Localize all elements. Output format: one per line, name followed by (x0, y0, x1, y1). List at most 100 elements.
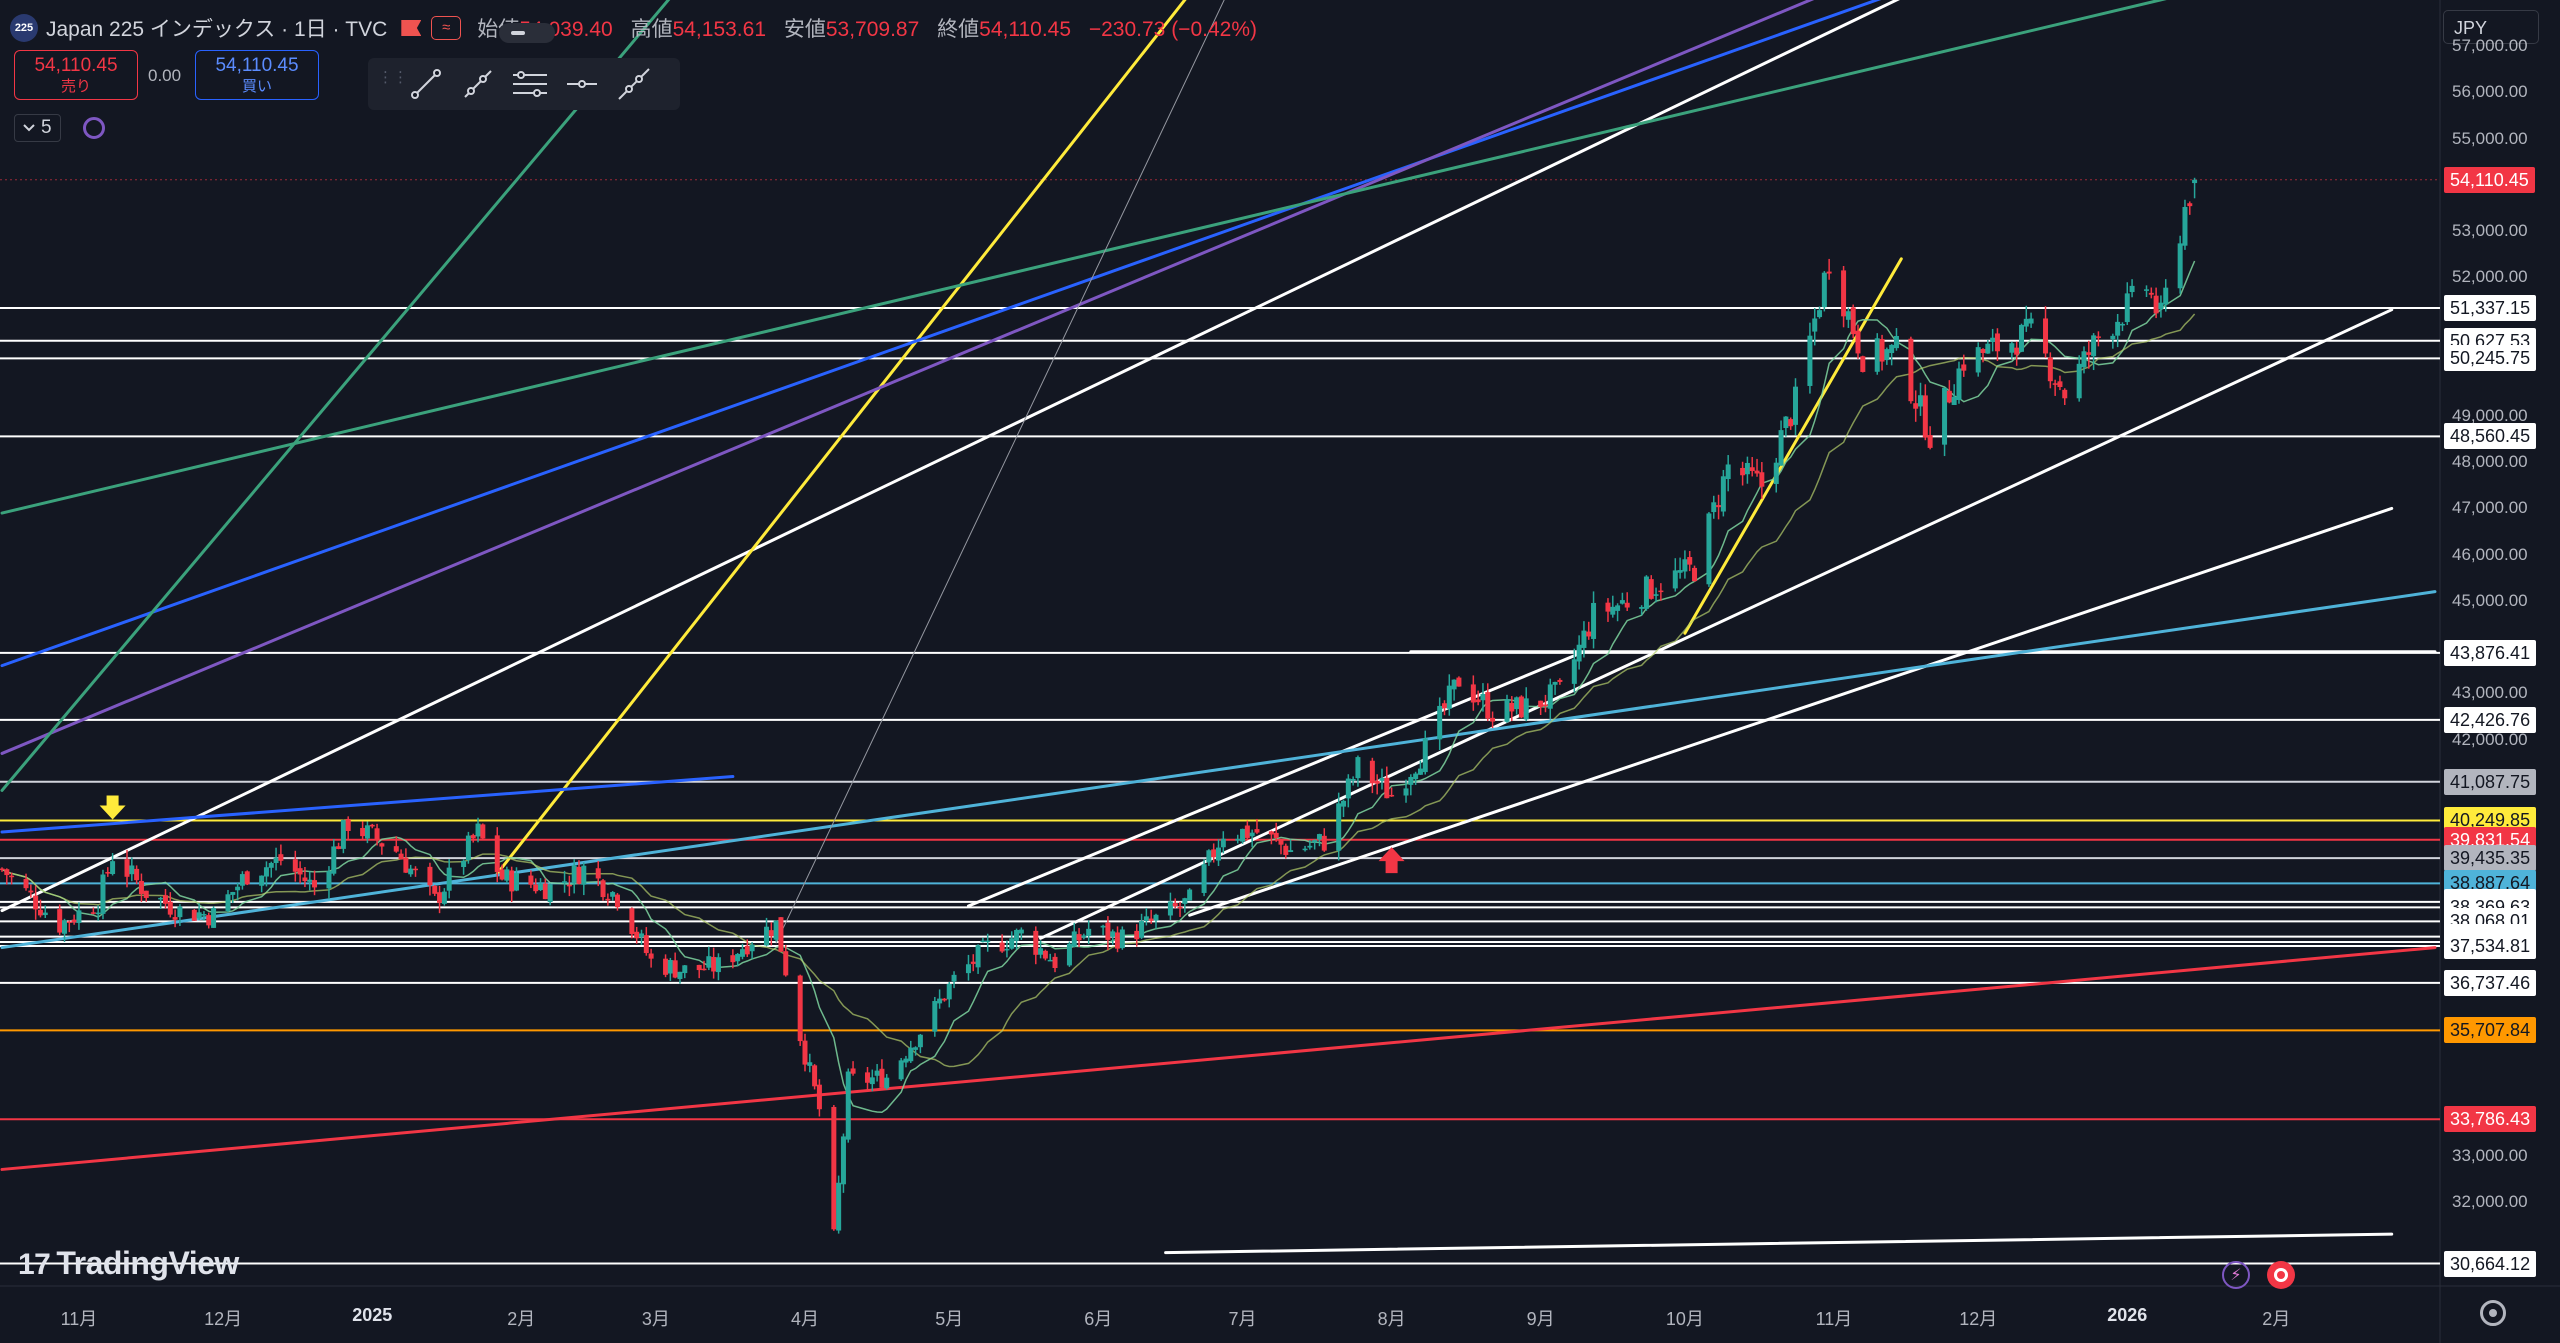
candle-body-29 (196, 912, 202, 919)
candle-body-106 (711, 956, 717, 972)
time-label-9: 8月 (1377, 1309, 1406, 1329)
indicator-count: 5 (41, 117, 52, 138)
candle-body-125 (840, 1136, 846, 1185)
candle-body-226 (1518, 696, 1524, 718)
candle-body-132 (884, 1077, 890, 1089)
candle-body-193 (1302, 848, 1308, 851)
candle-body-66 (441, 891, 447, 904)
candle-body-145 (975, 945, 981, 968)
candle-body-148 (999, 942, 1005, 952)
candle-body-239 (1610, 606, 1616, 615)
candle-body-137 (917, 1034, 923, 1048)
candle-body-302 (2028, 318, 2034, 324)
candle-body-265 (1783, 416, 1789, 429)
candle-body-273 (1841, 270, 1847, 317)
candle-body-103 (696, 964, 702, 971)
candle-body-77 (513, 873, 519, 891)
candle-body-211 (1417, 768, 1423, 775)
candle-body-311 (2091, 335, 2097, 357)
symbol-title[interactable]: Japan 225 インデックス · 1日 · TVC (46, 18, 388, 41)
horizontal-line-icon[interactable] (556, 62, 608, 106)
trendline-icon[interactable] (400, 62, 452, 106)
candle-body-75 (504, 869, 510, 881)
candle-body-199 (1341, 800, 1347, 807)
candle-body-153 (1033, 930, 1039, 955)
buy-button[interactable]: 54,110.45 買い (195, 50, 319, 100)
candle-body-188 (1268, 831, 1274, 835)
low-label: 安値 (783, 18, 826, 41)
candle-body-82 (547, 884, 553, 902)
trendline-13 (0, 590, 2437, 950)
price-level-tag-5: 42,426.76 (2444, 706, 2537, 733)
time-label-10: 9月 (1526, 1309, 1555, 1329)
candle-body-279 (1879, 339, 1885, 362)
candle-body-4 (28, 890, 34, 893)
time-label-3: 2月 (507, 1309, 536, 1329)
wave-icon[interactable]: ≈ (431, 16, 462, 40)
trendline-7 (1683, 257, 1903, 635)
candle-body-205 (1379, 777, 1385, 781)
toolbar-toggle-icon[interactable] (491, 20, 563, 46)
candle-body-157 (1052, 956, 1058, 969)
candle-body-242 (1624, 602, 1630, 608)
candle-body-212 (1422, 738, 1428, 773)
parallel-channel-icon[interactable] (504, 62, 556, 106)
flag-icon[interactable] (401, 20, 422, 36)
candle-body-44 (297, 868, 303, 875)
candle-body-3 (23, 879, 29, 889)
candle-body-298 (2009, 343, 2015, 353)
candle-body-134 (903, 1058, 909, 1063)
candle-body-263 (1773, 462, 1779, 484)
candle-body-244 (1643, 576, 1649, 609)
candle-body-18 (124, 859, 130, 877)
candle-body-257 (1725, 464, 1731, 480)
candle-body-107 (715, 957, 721, 973)
candle-body-216 (1451, 679, 1457, 690)
candle-body-296 (1990, 337, 1996, 342)
candle-body-284 (1913, 403, 1919, 409)
candle-body-217 (1456, 677, 1462, 687)
spread-value: 0.00 (148, 66, 182, 85)
candle-body-294 (1980, 349, 1986, 353)
tradingview-logo[interactable]: 17 TradingView (18, 1245, 239, 1281)
candle-body-118 (797, 975, 803, 1042)
drag-handle-icon[interactable]: ⋮⋮ (378, 69, 408, 86)
extended-line-icon[interactable] (608, 62, 660, 106)
price-level-tag-2: 50,245.75 (2444, 345, 2537, 372)
candle-body-152 (1018, 929, 1024, 934)
candle-body-112 (749, 944, 755, 952)
candle-body-1 (4, 869, 10, 876)
candle-body-124 (836, 1182, 842, 1231)
time-label-13: 12月 (1959, 1309, 1998, 1329)
candle-body-78 (528, 875, 534, 885)
candle-body-169 (1139, 921, 1145, 938)
symbol-badge-icon[interactable]: 225 (10, 14, 38, 42)
candle-body-57 (379, 843, 385, 847)
trendline-14 (0, 946, 2437, 1171)
candle-body-166 (1115, 932, 1121, 949)
candle-body-83 (562, 881, 568, 884)
time-label-0: 11月 (60, 1309, 98, 1329)
buy-label: 買い (241, 78, 272, 95)
sell-button[interactable]: 54,110.45 売り (14, 50, 138, 100)
candle-body-267 (1792, 386, 1798, 425)
candle-body-84 (566, 884, 572, 887)
candle-body-92 (614, 894, 620, 908)
indicator-collapse-button[interactable]: 5 (14, 114, 61, 142)
gear-icon[interactable] (2480, 1300, 2506, 1326)
candle-body-109 (735, 953, 741, 962)
record-icon[interactable] (2267, 1261, 2295, 1289)
candle-body-303 (2043, 318, 2049, 354)
candle-body-186 (1249, 832, 1255, 837)
candle-body-32 (211, 908, 217, 928)
candle-body-245 (1648, 579, 1654, 599)
price-level-tag-6: 41,087.75 (2444, 768, 2537, 795)
ray-icon[interactable] (452, 62, 504, 106)
candle-body-283 (1908, 338, 1914, 402)
candle-body-220 (1480, 694, 1486, 701)
currency-selector[interactable]: JPY (2443, 10, 2539, 44)
flash-icon[interactable]: ⚡ (2222, 1261, 2250, 1289)
candle-body-70 (470, 835, 476, 839)
candle-body-27 (177, 906, 183, 918)
